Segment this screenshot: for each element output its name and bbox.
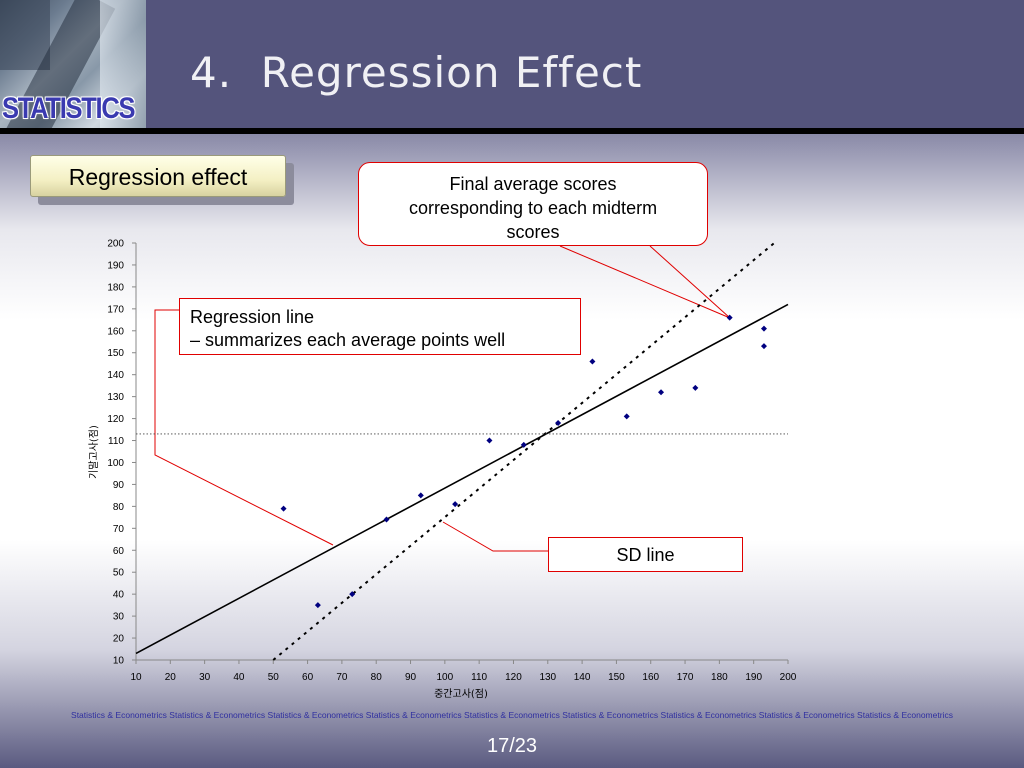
y-tick-label: 190 bbox=[107, 260, 124, 271]
x-tick-label: 160 bbox=[642, 672, 659, 683]
x-tick-label: 150 bbox=[608, 672, 625, 683]
data-point bbox=[760, 343, 767, 350]
section-label-regression-effect: Regression effect bbox=[30, 155, 286, 197]
y-tick-label: 80 bbox=[113, 502, 125, 513]
x-tick-label: 20 bbox=[165, 672, 177, 683]
data-point bbox=[486, 437, 493, 444]
y-tick-label: 30 bbox=[113, 612, 125, 623]
callout-sd-line: SD line bbox=[548, 537, 743, 572]
data-point bbox=[555, 419, 562, 426]
data-point bbox=[520, 441, 527, 448]
footer-repeat-text: Statistics & Econometrics Statistics & E… bbox=[71, 710, 953, 720]
y-tick-label: 20 bbox=[113, 634, 125, 645]
data-point bbox=[383, 516, 390, 523]
y-tick-label: 10 bbox=[113, 656, 125, 667]
y-tick-label: 160 bbox=[107, 326, 124, 337]
y-tick-label: 200 bbox=[107, 239, 124, 250]
y-tick-label: 150 bbox=[107, 348, 124, 359]
chart-lines bbox=[135, 242, 789, 661]
x-tick-label: 70 bbox=[336, 672, 348, 683]
callout-regression-line-desc: – summarizes each average points well bbox=[190, 330, 506, 350]
data-point bbox=[692, 384, 699, 391]
data-point bbox=[417, 492, 424, 499]
slide-title: 4. Regression Effect bbox=[190, 48, 643, 97]
header-divider bbox=[0, 128, 1024, 134]
chart-points bbox=[280, 314, 767, 609]
x-tick-label: 120 bbox=[505, 672, 522, 683]
data-point bbox=[658, 389, 665, 396]
y-tick-label: 70 bbox=[113, 524, 125, 535]
y-tick-label: 90 bbox=[113, 480, 125, 491]
x-tick-label: 60 bbox=[302, 672, 314, 683]
x-tick-label: 40 bbox=[233, 672, 245, 683]
data-point bbox=[349, 591, 356, 598]
y-tick-label: 110 bbox=[108, 436, 124, 447]
x-tick-label: 30 bbox=[199, 672, 211, 683]
data-point bbox=[726, 314, 733, 321]
y-tick-label: 100 bbox=[107, 458, 124, 469]
x-axis-label: 중간고사(점) bbox=[434, 688, 488, 700]
statistics-logo: STATISTICS bbox=[0, 0, 146, 128]
data-point bbox=[623, 413, 630, 420]
y-axis-label: 기말고사(점) bbox=[88, 425, 100, 479]
callout-regression-line-title: Regression line bbox=[190, 307, 315, 327]
data-point bbox=[760, 325, 767, 332]
chart-axes: 10 20 30 40 50 60 70 80 90 100 110 120 130 140 150 160 1… bbox=[107, 239, 796, 684]
callout-connectors bbox=[154, 245, 731, 552]
x-tick-label: 80 bbox=[371, 672, 383, 683]
x-tick-label: 190 bbox=[745, 672, 762, 683]
data-point bbox=[314, 602, 321, 609]
page-number: 17/23 bbox=[486, 735, 538, 757]
x-tick-label: 90 bbox=[405, 672, 417, 683]
callout-final-average-text: Final average scores corresponding to ea… bbox=[408, 174, 658, 242]
x-tick-label: 200 bbox=[780, 672, 797, 683]
regression-line-series bbox=[135, 303, 789, 655]
x-tick-label: 130 bbox=[539, 672, 556, 683]
connector-final-average bbox=[649, 245, 731, 319]
y-tick-label: 140 bbox=[107, 370, 124, 381]
y-tick-label: 60 bbox=[113, 546, 125, 557]
connector-final-average-2 bbox=[559, 245, 731, 319]
x-tick-label: 140 bbox=[574, 672, 591, 683]
x-tick-label: 170 bbox=[677, 672, 694, 683]
y-tick-label: 130 bbox=[107, 392, 124, 403]
logo-text: STATISTICS bbox=[2, 92, 135, 125]
x-tick-label: 50 bbox=[268, 672, 280, 683]
callout-regression-line: Regression line – summarizes each averag… bbox=[179, 298, 581, 355]
data-point bbox=[452, 501, 459, 508]
connector-regression-line bbox=[154, 309, 334, 546]
y-tick-label: 40 bbox=[113, 590, 125, 601]
header-bar bbox=[0, 0, 1024, 130]
x-tick-label: 10 bbox=[130, 672, 142, 683]
x-tick-label: 100 bbox=[436, 672, 453, 683]
y-tick-label: 180 bbox=[107, 282, 124, 293]
x-tick-label: 110 bbox=[471, 672, 487, 683]
y-tick-label: 50 bbox=[113, 568, 125, 579]
y-tick-label: 170 bbox=[107, 304, 124, 315]
x-tick-label: 180 bbox=[711, 672, 728, 683]
data-point bbox=[280, 505, 287, 512]
callout-sd-line-text: SD line bbox=[616, 545, 675, 565]
data-point bbox=[589, 358, 596, 365]
connector-sd-line bbox=[442, 521, 548, 552]
y-tick-label: 120 bbox=[107, 414, 124, 425]
callout-final-average: Final average scores corresponding to ea… bbox=[358, 162, 708, 246]
